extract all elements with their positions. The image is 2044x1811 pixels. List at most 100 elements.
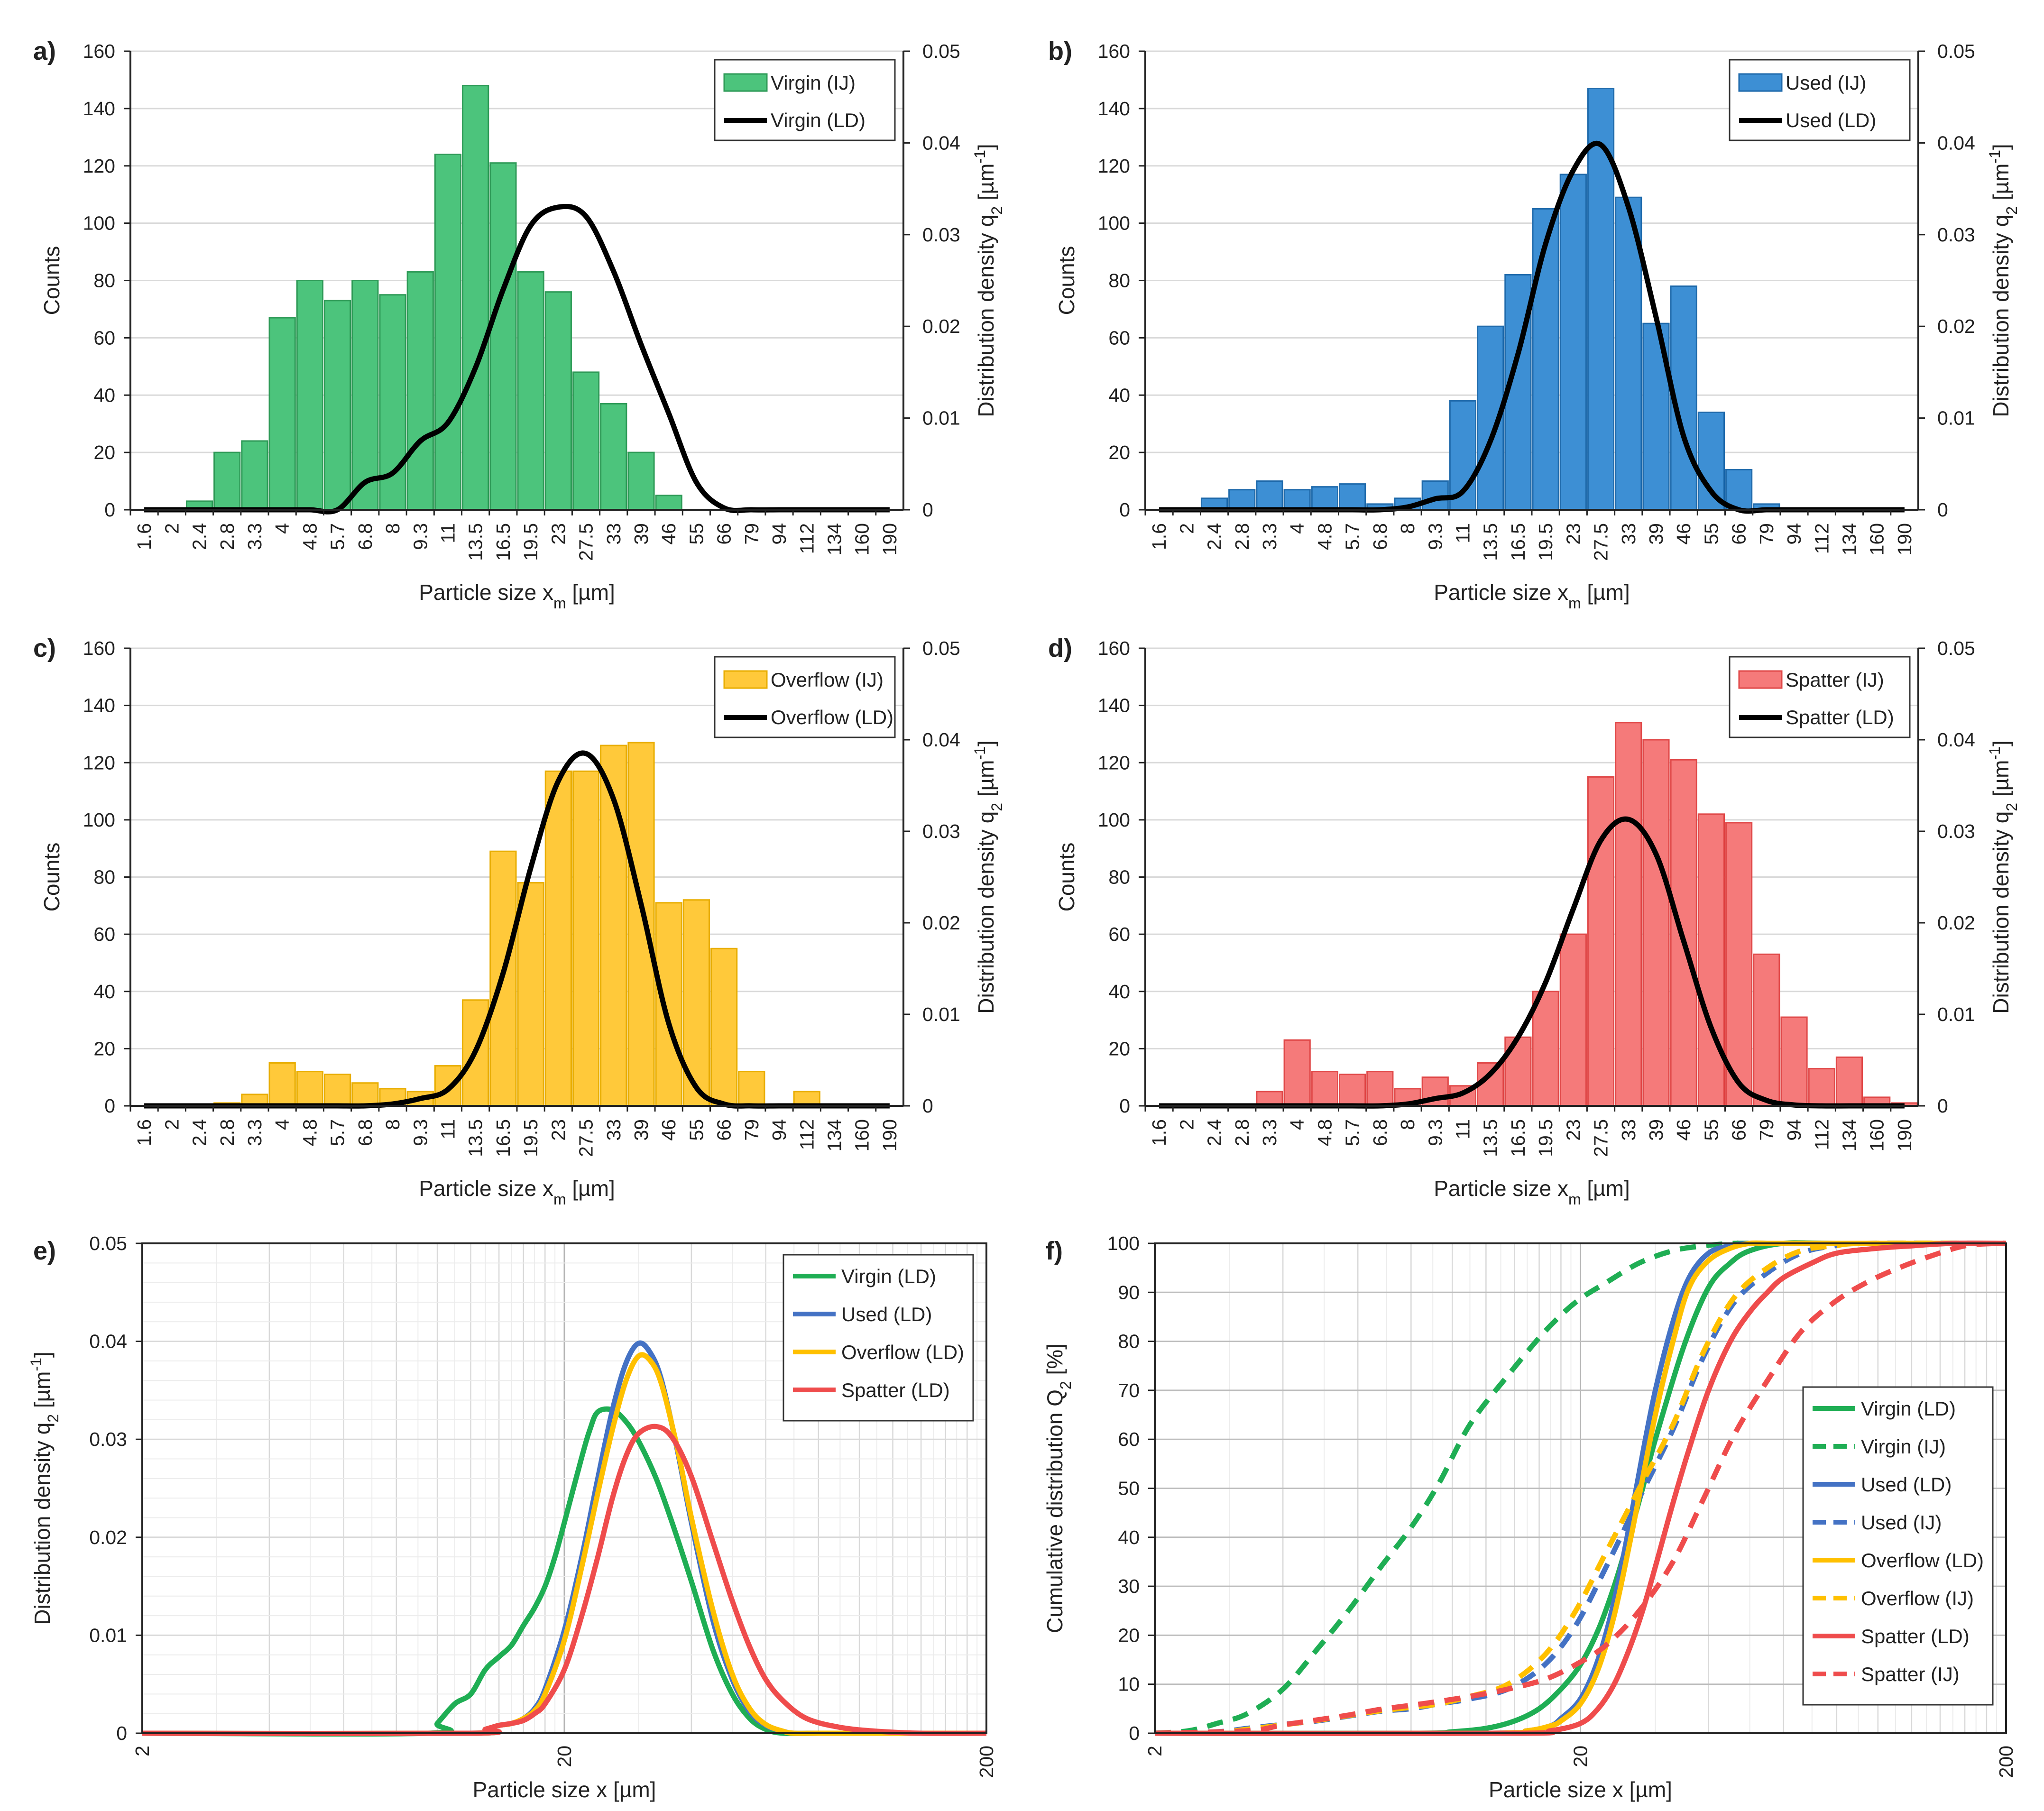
x-tick-label: 2 (1176, 1119, 1197, 1130)
bar (544, 770, 572, 1107)
bar (1228, 489, 1256, 511)
label-part: Particle size x (1434, 1176, 1568, 1201)
legend-swatch-bar (1738, 670, 1783, 689)
x-tick-label: 55 (685, 523, 707, 545)
y2-tick-label: 0.01 (922, 1003, 960, 1025)
bar (1311, 1071, 1338, 1107)
x-tick-label: 5.7 (327, 1119, 349, 1146)
y2-axis-title: Distribution density q2 [µm-1] (1986, 740, 2020, 1013)
bar (351, 1082, 379, 1107)
x-axis-title: Particle size xm [µm] (419, 580, 615, 612)
label-part: ] (1989, 144, 2013, 150)
legend-label: Virgin (IJ) (771, 72, 856, 94)
x-tick-label: 8 (382, 1119, 404, 1130)
x-tick-label: 200 (1995, 1746, 2017, 1778)
y2-tick-label: 0.05 (1937, 637, 1975, 659)
label-part: m (553, 595, 566, 612)
y2-tick-label: 0.03 (922, 224, 960, 246)
x-tick-label: 6.8 (354, 1119, 376, 1146)
panel-label: d) (1048, 634, 1072, 662)
bar (1559, 933, 1587, 1107)
panel-b: 0 20 40 60 80 100 120 140 160 0 0.01 0.02 0.03 0.04 0.… (1048, 37, 2020, 612)
x-tick-label: 27.5 (1590, 523, 1612, 561)
legend-label: Used (LD) (841, 1303, 932, 1325)
y-tick-label: 60 (1108, 327, 1130, 349)
bar (544, 291, 572, 511)
y-axis-title: Counts (39, 843, 64, 912)
x-tick-label: 39 (630, 1119, 652, 1141)
bar (1808, 1068, 1835, 1107)
label-part: 2 (2003, 803, 2020, 811)
label-part: [µm (1989, 760, 2013, 803)
x-tick-label: 23 (1562, 523, 1584, 545)
y-tick-label: 40 (1108, 384, 1130, 406)
x-tick-label: 94 (768, 1119, 790, 1141)
y-axis-title: Counts (39, 246, 64, 315)
x-tick-label: 79 (1756, 1119, 1777, 1141)
x-tick-label: 112 (1811, 1119, 1832, 1150)
y-tick-label: 0 (116, 1722, 127, 1744)
x-tick-label: 2 (161, 523, 183, 534)
label-part: 2 (988, 803, 1005, 811)
x-tick-label: 20 (1570, 1746, 1592, 1767)
panel-label: a) (33, 37, 56, 65)
x-tick-label: 4 (1286, 523, 1308, 534)
legend-box (1729, 59, 1911, 141)
x-tick-label: 112 (796, 523, 818, 554)
y-tick-label: 0 (1129, 1722, 1140, 1744)
bar (1642, 739, 1670, 1107)
y2-tick-label: 0.03 (1937, 224, 1975, 246)
y2-tick-label: 0.05 (922, 637, 960, 659)
y-tick-label: 40 (93, 981, 115, 1002)
x-tick-label: 94 (1783, 523, 1805, 545)
x-tick-label: 19.5 (520, 1119, 542, 1157)
y-tick-label: 100 (1098, 809, 1130, 831)
y-tick-label: 100 (1107, 1232, 1140, 1254)
x-tick-label: 4 (271, 523, 293, 534)
bar (296, 1071, 323, 1107)
legend-label: Overflow (LD) (1861, 1549, 1984, 1572)
label-part: Distribution density q (1989, 215, 2013, 417)
bar (517, 271, 544, 511)
y-tick-label: 120 (1098, 752, 1130, 773)
x-tick-label: 160 (851, 523, 873, 555)
x-tick-label: 2.4 (189, 523, 211, 550)
y2-tick-label: 0.03 (922, 820, 960, 842)
panel-label: b) (1048, 37, 1072, 65)
label-part: [µm] (1581, 1176, 1630, 1201)
y-axis-title: Counts (1054, 843, 1079, 912)
bar (1283, 489, 1311, 511)
y-tick-label: 20 (93, 441, 115, 463)
y-tick-label: 0.02 (89, 1526, 127, 1548)
x-tick-label: 79 (741, 523, 763, 545)
x-tick-label: 9.3 (409, 1119, 431, 1146)
y2-tick-label: 0 (922, 1095, 933, 1117)
x-tick-label: 2.8 (216, 1119, 238, 1146)
x-tick-label: 1.6 (133, 523, 155, 550)
x-tick-label: 9.3 (1424, 1119, 1446, 1146)
legend-label: Spatter (LD) (841, 1379, 950, 1401)
bar (572, 371, 600, 511)
ld-curve (1159, 140, 1905, 514)
x-tick-label: 5.7 (1342, 1119, 1363, 1146)
panel-f: 0 10 20 30 40 50 60 70 80 90 100 2 20 200 Particle siz… (1042, 1232, 2017, 1802)
x-tick-label: 39 (1645, 1119, 1667, 1141)
label-part: 2 (1057, 1381, 1074, 1389)
label-part: -1 (1986, 746, 2003, 760)
series-line (1154, 1241, 2006, 1736)
bar (406, 271, 434, 511)
bar (1532, 208, 1559, 511)
x-tick-label: 4.8 (1314, 1119, 1335, 1146)
x-axis-title: Particle size x [µm] (473, 1777, 656, 1802)
x-tick-label: 23 (547, 523, 569, 545)
x-axis-title: Particle size x [µm] (1489, 1777, 1672, 1802)
y-tick-label: 80 (93, 270, 115, 292)
x-tick-label: 66 (713, 523, 735, 545)
x-tick-label: 134 (1838, 523, 1860, 555)
y-tick-label: 80 (93, 866, 115, 888)
x-tick-label: 2 (131, 1746, 153, 1756)
bar (1725, 469, 1753, 511)
x-tick-label: 160 (1866, 523, 1888, 555)
legend-label: Overflow (LD) (841, 1341, 964, 1363)
